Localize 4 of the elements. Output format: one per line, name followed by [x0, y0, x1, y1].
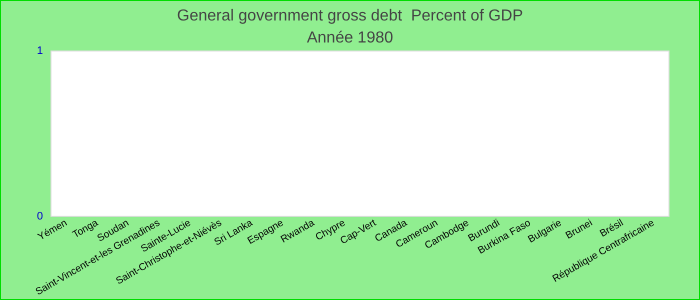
chart-title: General government gross debt Percent of GDP: [177, 8, 523, 24]
chart-subtitle: Année 1980: [306, 30, 394, 46]
y-tick-label: 0: [36, 210, 43, 222]
y-tick-label: 1: [36, 45, 43, 57]
